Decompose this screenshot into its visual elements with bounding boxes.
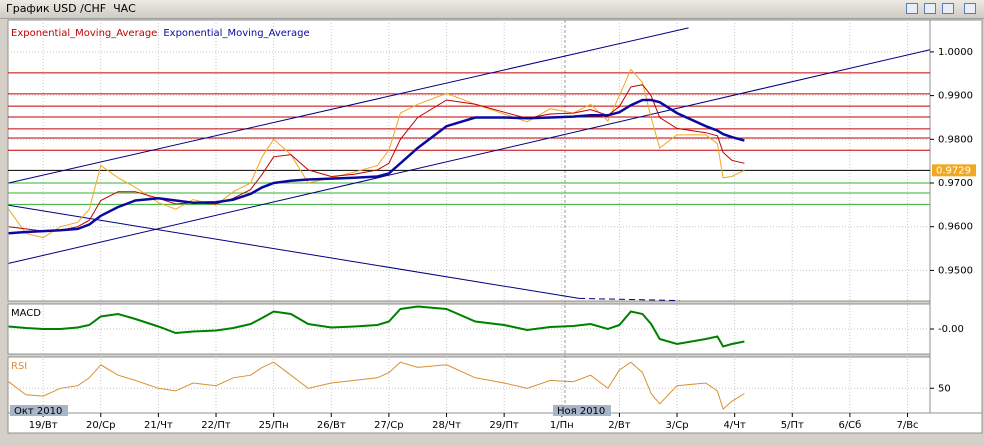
x-tick-label: 22/Пт <box>201 420 231 431</box>
y-tick-label: 0.9800 <box>938 134 973 145</box>
close-button[interactable] <box>964 3 976 14</box>
series-line <box>8 68 745 239</box>
rsi-panel <box>7 356 931 414</box>
x-tick-label: 4/Чт <box>723 420 746 431</box>
help-button[interactable] <box>906 3 918 14</box>
month-label: Ноя 2010 <box>557 406 605 417</box>
x-tick-label: 20/Ср <box>86 420 115 431</box>
main-panel <box>7 19 931 302</box>
series-line <box>8 305 745 348</box>
chart: 19/Вт 20/Ср 21/Чт 22/Пт 25/Пн 26/Вт 27/Ср 28/Чт… <box>7 19 983 434</box>
price-axis <box>929 19 983 414</box>
x-tick-label: 29/Пт <box>489 420 519 431</box>
legend-entry: Exponential_Moving_Average <box>163 28 309 39</box>
series-line <box>8 84 745 232</box>
y-tick-label: 1.0000 <box>938 47 973 58</box>
month-label-box <box>10 405 68 416</box>
x-tick-label: 1/Пн <box>550 420 574 431</box>
y-tick-label: 0.9600 <box>938 222 973 233</box>
y-tick-label: 0.9700 <box>938 178 973 189</box>
title-bar: График USD /CHF ЧАС <box>0 0 984 19</box>
x-tick-label: 26/Вт <box>317 420 346 431</box>
y-tick-label: 0.9900 <box>938 91 973 102</box>
x-tick-label: 19/Вт <box>29 420 58 431</box>
trend-line <box>8 27 689 184</box>
x-tick-label: 7/Вс <box>896 420 918 431</box>
x-tick-label: 5/Пт <box>781 420 804 431</box>
maximize-button[interactable] <box>942 3 954 14</box>
panel-title: MACD <box>11 308 41 319</box>
x-tick-label: 25/Пн <box>259 420 289 431</box>
x-tick-label: 2/Вт <box>608 420 631 431</box>
series-line <box>8 98 745 235</box>
month-label-box <box>553 405 611 416</box>
x-tick-label: 21/Чт <box>144 420 173 431</box>
panel-title: RSI <box>11 361 27 372</box>
price-label-box <box>932 164 976 177</box>
x-tick-label: 3/Ср <box>665 420 688 431</box>
x-tick-label: 27/Ср <box>374 420 403 431</box>
y-tick-label: 0.9500 <box>938 265 973 276</box>
y-tick-label: -0.00 <box>938 324 964 335</box>
y-tick-label: 50 <box>938 383 951 394</box>
legend-entry: Exponential_Moving_Average <box>11 28 157 39</box>
trend-line <box>8 204 580 299</box>
series-line <box>8 361 745 410</box>
trend-line <box>8 49 931 264</box>
minimize-button[interactable] <box>924 3 936 14</box>
x-tick-label: 6/Сб <box>838 420 861 431</box>
window-title: График USD /CHF ЧАС <box>6 2 136 15</box>
trend-line <box>579 297 680 302</box>
price-label: 0.9729 <box>936 165 971 176</box>
month-label: Окт 2010 <box>14 406 62 417</box>
time-axis <box>7 412 983 434</box>
x-tick-label: 28/Чт <box>432 420 461 431</box>
